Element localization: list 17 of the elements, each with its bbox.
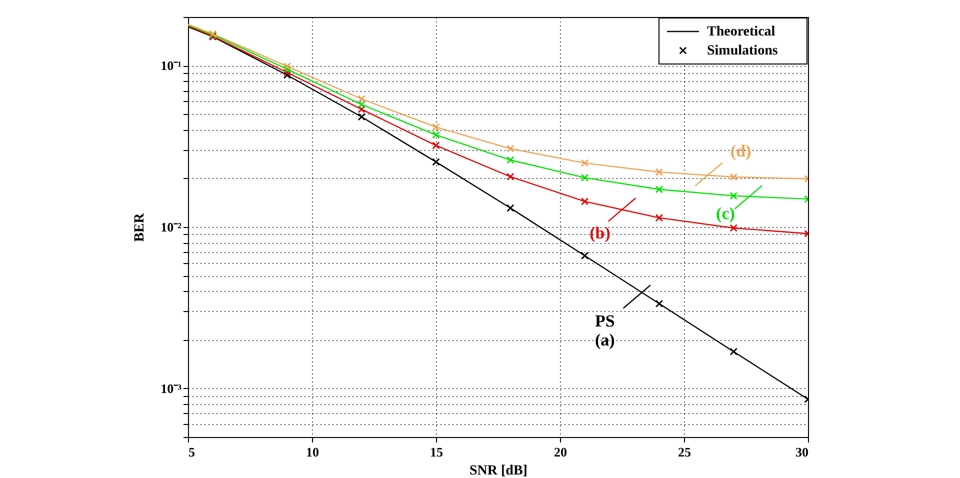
x-tick-label: 25 <box>678 444 692 460</box>
x-tick-label: 15 <box>430 444 444 460</box>
annotation: PS (a) <box>594 312 615 350</box>
annotation: (d) <box>730 141 752 160</box>
legend-label: Theoretical <box>707 24 776 40</box>
y-tick-label: 10⁻¹ <box>160 58 182 74</box>
x-axis-title: SNR [dB] <box>470 464 528 478</box>
y-tick-label: 10⁻³ <box>160 380 182 396</box>
legend-label: Simulations <box>707 44 778 58</box>
x-tick-label: 5 <box>188 444 196 460</box>
annotation: (b) <box>590 224 610 243</box>
annotation: (c) <box>716 204 735 224</box>
y-tick-label: 10⁻² <box>160 220 182 234</box>
x-tick-label: 20 <box>554 444 567 460</box>
y-axis-title: BER <box>132 212 148 242</box>
x-tick-label: 30 <box>796 444 808 460</box>
x-tick-label: 10 <box>306 444 319 460</box>
